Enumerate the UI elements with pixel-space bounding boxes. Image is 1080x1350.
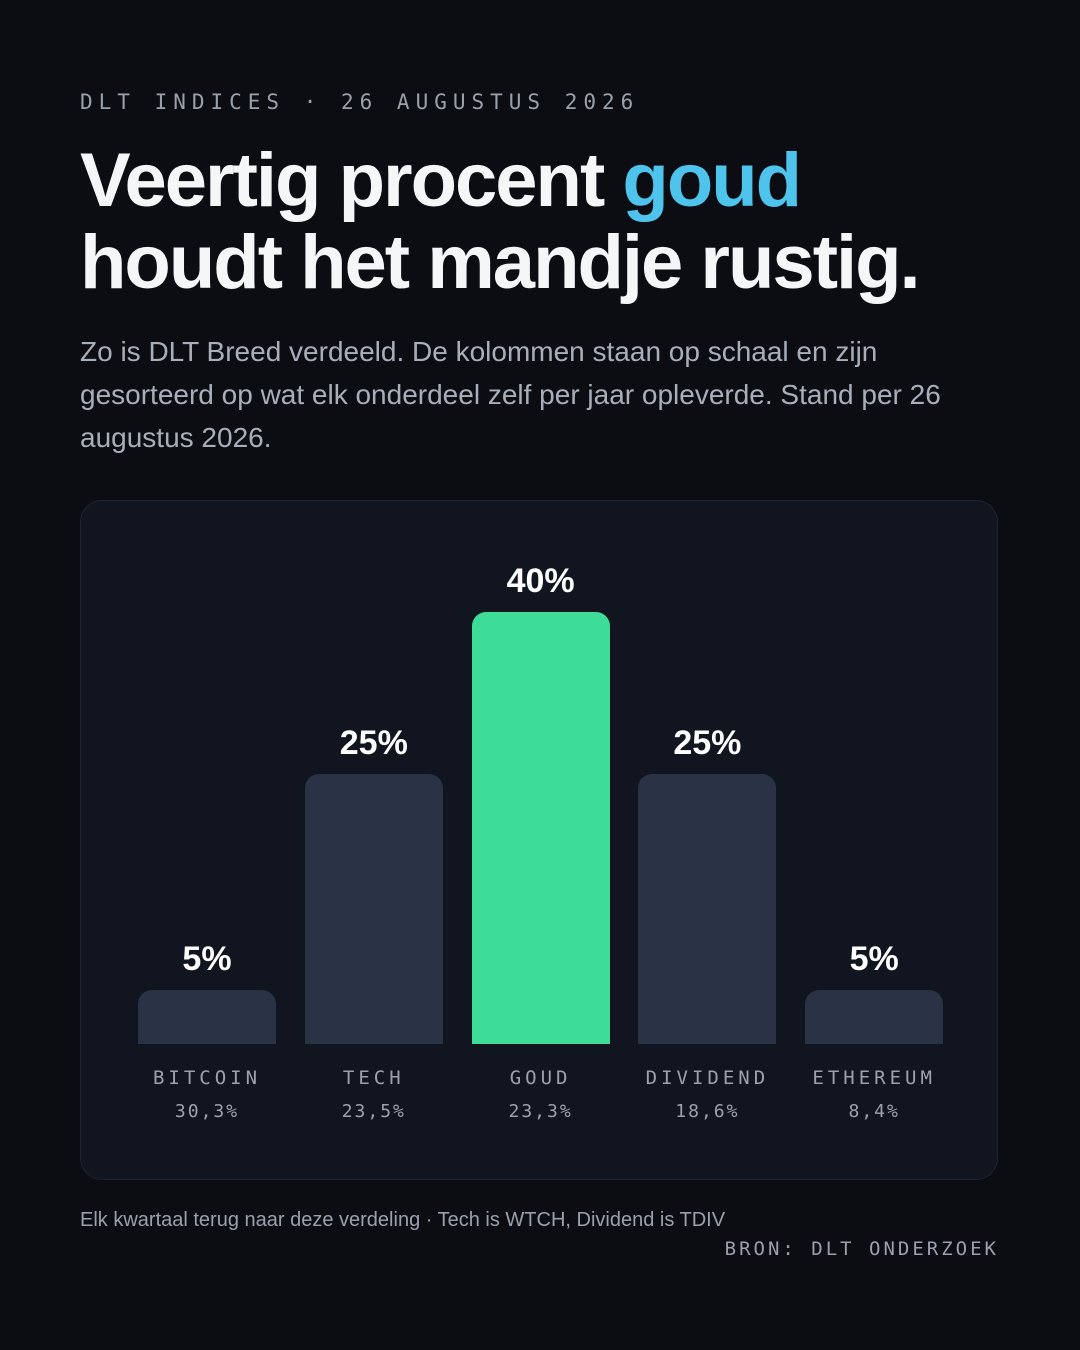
bar-value-label-dividend: 25% [673, 724, 742, 762]
category-label-goud: GOUD [509, 1067, 572, 1089]
kicker: DLT INDICES · 26 AUGUSTUS 2026 [80, 90, 640, 114]
source-label: BRON: DLT ONDERZOEK [724, 1238, 999, 1260]
headline-accent: goud [622, 138, 802, 223]
category-label-ethereum: ETHEREUM [812, 1067, 936, 1089]
bar-goud [471, 612, 610, 1044]
bar-value-label-bitcoin: 5% [182, 940, 232, 978]
category-return-bitcoin: 30,3% [174, 1101, 240, 1122]
bar-tech [304, 774, 443, 1044]
bar-dividend [638, 774, 777, 1044]
bar-value-label-goud: 40% [506, 562, 575, 600]
bar-bitcoin [138, 990, 276, 1044]
intro-text: Zo is DLT Breed verdeeld. De kolommen st… [80, 336, 941, 453]
category-return-dividend: 18,6% [675, 1101, 740, 1122]
bar-value-label-ethereum: 5% [849, 940, 899, 978]
category-return-goud: 23,3% [508, 1101, 573, 1122]
headline-part1: Veertig procent [80, 138, 623, 223]
headline: Veertig procent goud houdt het mandje rus… [80, 140, 1020, 304]
category-label-dividend: DIVIDEND [645, 1067, 770, 1089]
category-label-bitcoin: BITCOIN [152, 1067, 262, 1089]
headline-part2: houdt het mandje rustig. [80, 220, 921, 305]
footnote: Elk kwartaal terug naar deze verdeling ·… [80, 1209, 726, 1231]
bar-ethereum [805, 990, 944, 1044]
category-return-ethereum: 8,4% [848, 1101, 900, 1122]
category-return-tech: 23,5% [341, 1101, 406, 1122]
chart-card: 5% BITCOIN 30,3% 25% TECH 23,5% 40% GOUD 23,3% 25… [80, 500, 998, 1180]
category-label-tech: TECH [342, 1067, 405, 1089]
bar-value-label-tech: 25% [339, 724, 408, 762]
